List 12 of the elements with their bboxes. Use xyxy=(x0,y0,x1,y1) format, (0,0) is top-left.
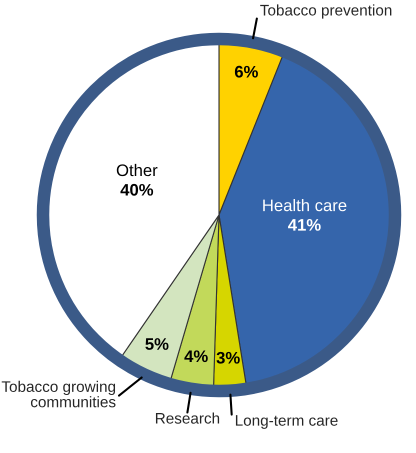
data-label: 4% xyxy=(184,350,208,362)
slice-label: Tobacco prevention xyxy=(260,4,392,19)
slice-label: Tobacco growing communities xyxy=(2,380,116,408)
data-label: 40% xyxy=(120,184,154,196)
data-label: 6% xyxy=(234,66,258,78)
data-label: 3% xyxy=(216,352,240,364)
slice-label: Health care xyxy=(263,198,346,212)
data-label: 41% xyxy=(288,219,321,231)
data-label: 5% xyxy=(145,338,169,350)
slice-label: Research xyxy=(156,412,220,424)
slice-label: Long-term care xyxy=(236,415,338,429)
slice-label: Other xyxy=(116,164,158,176)
